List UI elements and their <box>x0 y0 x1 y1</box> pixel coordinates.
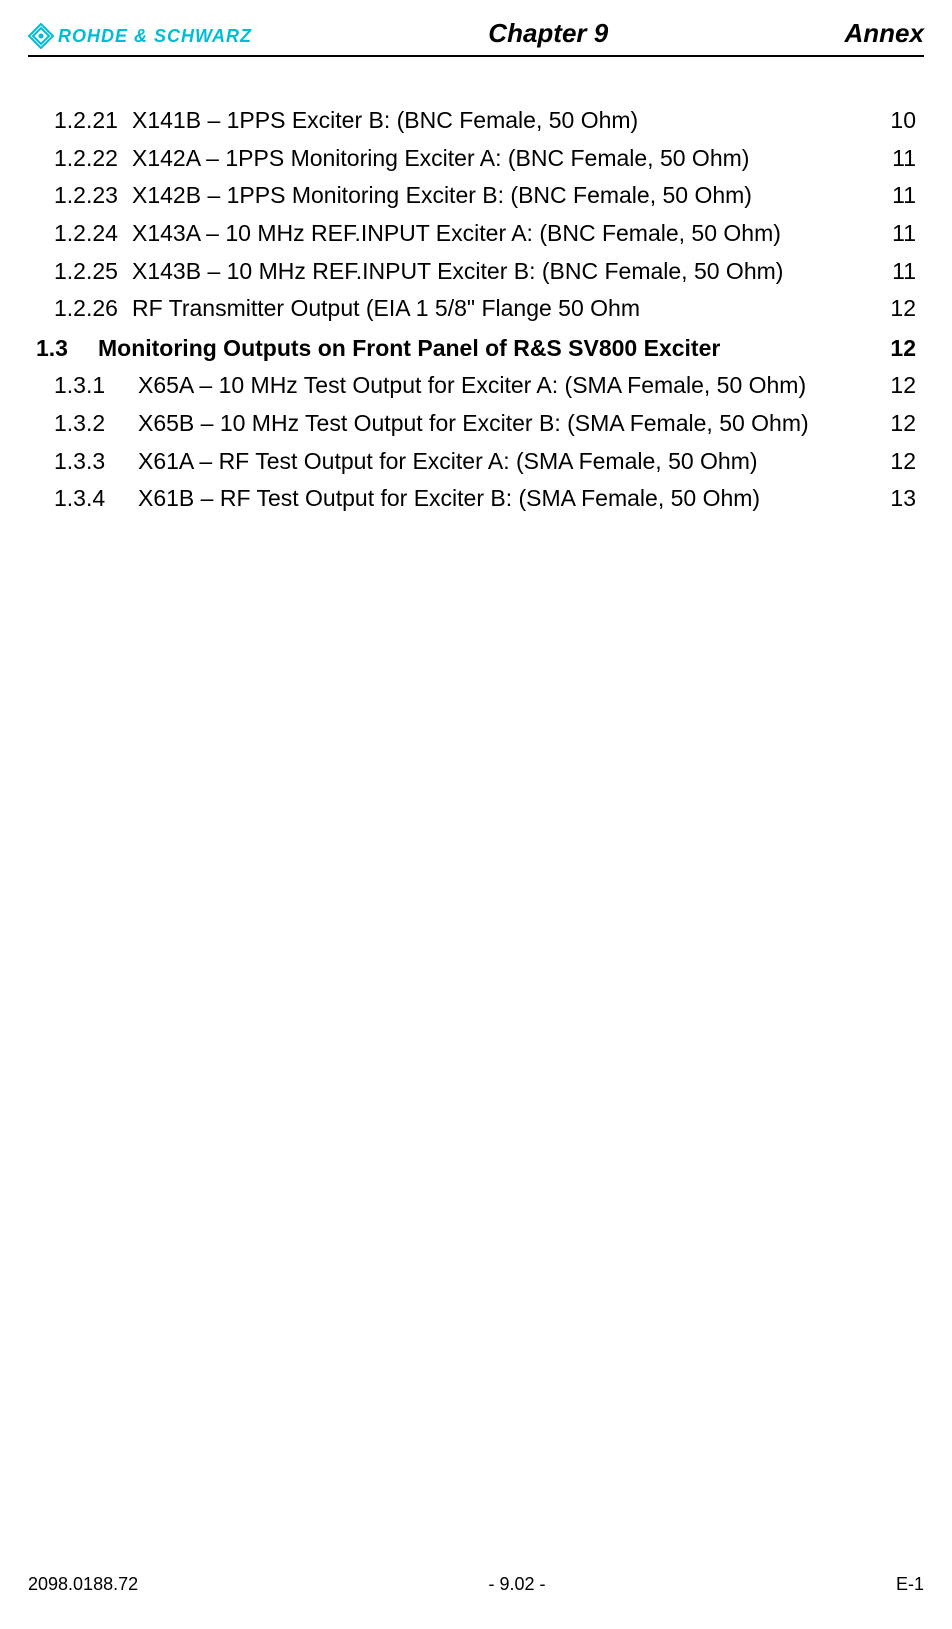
toc-title: X65B – 10 MHz Test Output for Exciter B:… <box>138 406 809 442</box>
toc-entry: 1.2.21 X141B – 1PPS Exciter B: (BNC Fema… <box>36 103 916 139</box>
toc-number: 1.2.24 <box>54 216 132 252</box>
toc-number: 1.2.23 <box>54 178 132 214</box>
toc-entry: 1.2.24 X143A – 10 MHz REF.INPUT Exciter … <box>36 216 916 252</box>
toc-title: Monitoring Outputs on Front Panel of R&S… <box>98 331 720 367</box>
logo-icon <box>28 23 54 49</box>
toc-title: X61B – RF Test Output for Exciter B: (SM… <box>138 481 760 517</box>
toc-page: 13 <box>890 481 916 517</box>
toc-title: X141B – 1PPS Exciter B: (BNC Female, 50 … <box>132 103 638 139</box>
toc-number: 1.2.22 <box>54 141 132 177</box>
toc-content: 1.2.21 X141B – 1PPS Exciter B: (BNC Fema… <box>28 103 924 1574</box>
toc-number: 1.3.3 <box>54 444 138 480</box>
toc-entry: 1.3.4 X61B – RF Test Output for Exciter … <box>36 481 916 517</box>
toc-number: 1.3 <box>36 331 98 367</box>
chapter-title: Chapter 9 <box>488 18 608 49</box>
toc-page: 10 <box>890 103 916 139</box>
toc-number: 1.3.1 <box>54 368 138 404</box>
toc-page: 12 <box>890 331 916 367</box>
toc-number: 1.2.25 <box>54 254 132 290</box>
toc-section-entry: 1.3 Monitoring Outputs on Front Panel of… <box>36 331 916 367</box>
toc-page: 11 <box>892 178 916 214</box>
toc-entry: 1.3.2 X65B – 10 MHz Test Output for Exci… <box>36 406 916 442</box>
page-footer: 2098.0188.72 - 9.02 - E-1 <box>28 1574 924 1601</box>
toc-entry: 1.2.23 X142B – 1PPS Monitoring Exciter B… <box>36 178 916 214</box>
toc-title: X61A – RF Test Output for Exciter A: (SM… <box>138 444 758 480</box>
toc-page: 11 <box>892 254 916 290</box>
toc-title: X142A – 1PPS Monitoring Exciter A: (BNC … <box>132 141 749 177</box>
toc-entry: 1.2.26 RF Transmitter Output (EIA 1 5/8"… <box>36 291 916 327</box>
page-header: ROHDE & SCHWARZ Chapter 9 Annex <box>28 18 924 57</box>
toc-entry: 1.3.3 X61A – RF Test Output for Exciter … <box>36 444 916 480</box>
toc-number: 1.3.2 <box>54 406 138 442</box>
logo: ROHDE & SCHWARZ <box>28 23 252 49</box>
toc-page: 12 <box>890 291 916 327</box>
toc-number: 1.2.21 <box>54 103 132 139</box>
page-container: ROHDE & SCHWARZ Chapter 9 Annex 1.2.21 X… <box>0 0 952 1629</box>
toc-page: 12 <box>890 368 916 404</box>
toc-entry: 1.3.1 X65A – 10 MHz Test Output for Exci… <box>36 368 916 404</box>
footer-right: E-1 <box>896 1574 924 1595</box>
toc-title: X143A – 10 MHz REF.INPUT Exciter A: (BNC… <box>132 216 781 252</box>
footer-center: - 9.02 - <box>489 1574 546 1595</box>
toc-number: 1.2.26 <box>54 291 132 327</box>
annex-title: Annex <box>845 18 924 49</box>
toc-number: 1.3.4 <box>54 481 138 517</box>
toc-title: X65A – 10 MHz Test Output for Exciter A:… <box>138 368 806 404</box>
toc-page: 12 <box>890 444 916 480</box>
toc-page: 11 <box>892 216 916 252</box>
toc-title: X142B – 1PPS Monitoring Exciter B: (BNC … <box>132 178 752 214</box>
toc-entry: 1.2.22 X142A – 1PPS Monitoring Exciter A… <box>36 141 916 177</box>
toc-title: X143B – 10 MHz REF.INPUT Exciter B: (BNC… <box>132 254 783 290</box>
logo-text: ROHDE & SCHWARZ <box>58 26 252 47</box>
toc-page: 12 <box>890 406 916 442</box>
footer-left: 2098.0188.72 <box>28 1574 138 1595</box>
toc-title: RF Transmitter Output (EIA 1 5/8" Flange… <box>132 291 640 327</box>
toc-page: 11 <box>892 141 916 177</box>
toc-entry: 1.2.25 X143B – 10 MHz REF.INPUT Exciter … <box>36 254 916 290</box>
